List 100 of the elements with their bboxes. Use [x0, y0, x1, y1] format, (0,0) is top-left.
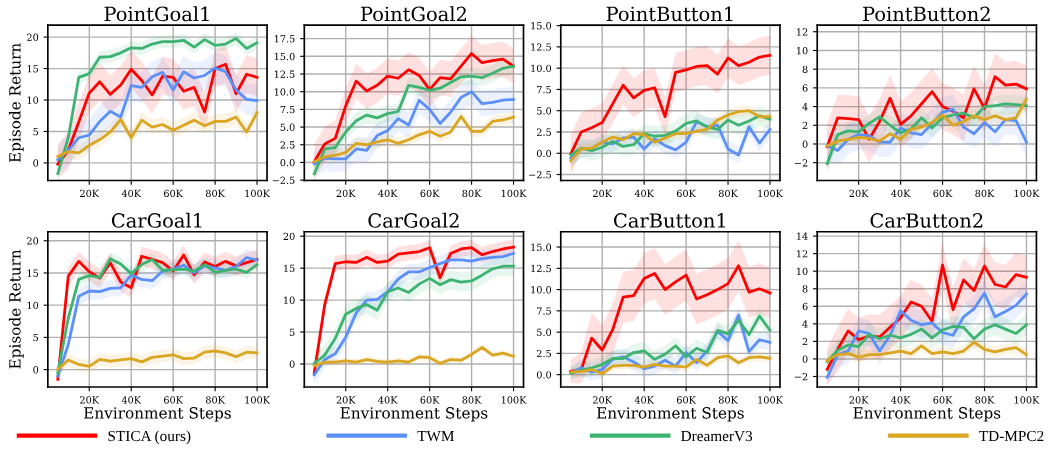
x-tick-label: 100K: [758, 189, 784, 198]
x-axis-title: Environment Steps: [853, 407, 1001, 422]
y-tick-label: 0.0: [536, 371, 552, 379]
y-tick-label: 7.5: [280, 105, 295, 114]
y-tick-label: 14: [797, 232, 808, 240]
line-series: [569, 54, 772, 156]
y-tick-label: 6: [802, 84, 808, 92]
chart-title: CarButton2: [870, 213, 983, 228]
x-tick-label: 100K: [245, 189, 271, 198]
y-axis-title: Episode Return: [8, 43, 24, 163]
y-tick-label: 0: [802, 140, 808, 148]
y-tick-label: 7.5: [537, 86, 551, 94]
y-tick-label: −2: [794, 159, 808, 167]
y-tick-label: 10: [797, 267, 808, 276]
y-tick-label: 15.0: [531, 22, 552, 30]
legend-label: DreamerV3: [681, 430, 753, 442]
x-tick-label: 100K: [1014, 396, 1040, 404]
y-tick-label: 0.0: [536, 149, 552, 158]
x-tick-label: 100K: [1014, 189, 1040, 198]
line-series: [312, 90, 515, 166]
x-tick-label: 40K: [891, 396, 911, 404]
y-tick-label: 15.0: [274, 52, 295, 61]
y-tick-label: 12: [797, 250, 808, 258]
x-tick-label: 80K: [462, 189, 482, 198]
x-tick-label: 60K: [676, 189, 697, 198]
chart-title: CarGoal2: [368, 212, 459, 228]
x-tick-label: 80K: [205, 189, 226, 198]
x-tick-label: 100K: [501, 189, 527, 198]
y-tick-label: 20: [283, 232, 295, 241]
y-tick-label: 17.5: [274, 35, 295, 43]
x-tick-label: 40K: [634, 189, 655, 198]
x-tick-label: 20K: [336, 396, 356, 404]
y-tick-label: 0: [802, 355, 808, 363]
x-tick-label: 100K: [758, 396, 784, 404]
y-tick-label: 5: [33, 128, 39, 136]
x-axis-title: Environment Steps: [84, 407, 231, 422]
chart-title: CarGoal1: [111, 212, 202, 228]
y-tick-label: 6: [802, 302, 808, 311]
x-tick-label: 40K: [378, 396, 398, 404]
chart-title: PointButton2: [863, 6, 990, 22]
y-tick-label: 15: [27, 269, 39, 277]
x-tick-label: 20K: [80, 189, 100, 198]
x-tick-label: 40K: [378, 189, 398, 198]
x-tick-label: 20K: [849, 396, 869, 404]
x-tick-label: 100K: [245, 396, 271, 404]
y-tick-label: 12.5: [274, 70, 295, 78]
chart-title: PointButton1: [606, 6, 733, 22]
y-tick-label: −2.5: [529, 171, 551, 179]
y-tick-label: 10: [27, 96, 39, 104]
y-tick-label: 20: [27, 33, 39, 41]
y-tick-label: 0: [33, 159, 39, 167]
y-tick-label: 2.5: [536, 128, 551, 136]
x-tick-label: 40K: [121, 189, 142, 198]
line-series: [825, 291, 1028, 379]
x-tick-label: 20K: [593, 396, 613, 404]
x-tick-label: 80K: [462, 396, 482, 404]
y-tick-label: −2: [794, 372, 808, 381]
y-tick-label: 8: [802, 65, 808, 73]
y-tick-label: 4: [802, 103, 808, 111]
line-series: [56, 349, 259, 371]
y-tick-label: 5.0: [537, 107, 552, 115]
y-tick-label: 10: [27, 301, 39, 310]
y-tick-label: 0.0: [280, 158, 295, 167]
y-tick-label: 15: [27, 65, 39, 73]
y-tick-label: 12.5: [531, 264, 551, 273]
y-tick-label: 10.0: [531, 286, 552, 294]
line-series: [569, 264, 772, 373]
y-tick-label: 15: [284, 264, 295, 272]
legend-label: STICA (ours): [108, 430, 191, 445]
y-tick-label: 12: [797, 28, 808, 36]
x-axis-title: Environment Steps: [596, 407, 744, 422]
x-tick-label: 40K: [891, 189, 911, 198]
x-tick-label: 80K: [718, 396, 739, 404]
line-series: [312, 52, 515, 164]
x-tick-label: 60K: [933, 189, 953, 198]
x-tick-label: 20K: [80, 396, 100, 404]
x-tick-label: 60K: [164, 189, 184, 198]
legend-label: TWM: [417, 430, 455, 442]
x-tick-label: 40K: [634, 396, 655, 404]
y-tick-label: 5: [289, 328, 295, 336]
line-series: [56, 111, 259, 158]
y-tick-label: 10.0: [531, 64, 552, 72]
y-tick-label: 12.5: [531, 43, 551, 51]
x-tick-label: 60K: [420, 189, 440, 198]
y-tick-label: 15.0: [531, 243, 552, 251]
x-tick-label: 60K: [164, 396, 184, 404]
y-tick-label: 10: [797, 46, 808, 55]
x-tick-label: 80K: [975, 396, 995, 404]
x-axis-title: Environment Steps: [340, 407, 488, 422]
x-tick-label: 80K: [975, 189, 995, 198]
y-axis-title: Episode Return: [8, 249, 24, 369]
y-tick-label: 8: [802, 285, 808, 293]
y-tick-label: 5: [33, 334, 39, 342]
y-tick-label: 0: [33, 366, 39, 374]
x-tick-label: 60K: [933, 396, 953, 404]
y-tick-label: 0: [289, 360, 295, 368]
y-tick-label: 4: [802, 320, 808, 328]
x-tick-label: 20K: [849, 189, 869, 198]
y-tick-label: 5.0: [537, 328, 552, 336]
x-tick-label: 60K: [676, 396, 697, 404]
